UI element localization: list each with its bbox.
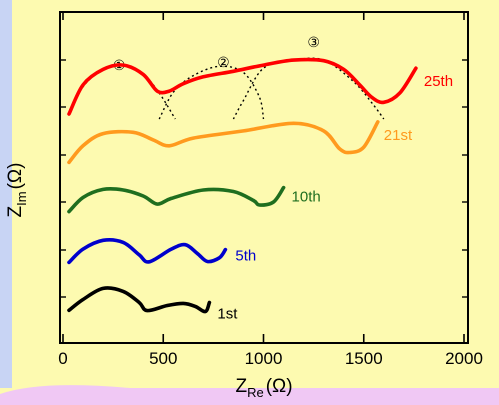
fit-arc-2	[158, 65, 265, 120]
fit-arc-marker: ③	[307, 34, 320, 50]
series-label-10th: 10th	[292, 189, 321, 206]
series-line-10th	[67, 185, 286, 214]
x-tick-label: 500	[149, 349, 177, 368]
y-axis-label: ZIm(Ω)	[5, 163, 29, 218]
fit-arc-marker: ②	[217, 54, 230, 70]
series-label-1st: 1st	[217, 306, 238, 323]
x-tick-label: 2000	[445, 349, 483, 368]
series-line-25th	[67, 57, 418, 116]
series-label-21st: 21st	[384, 127, 413, 144]
bottom-decor-band	[0, 385, 499, 405]
series-line-1st	[67, 286, 212, 314]
x-tick-label: 0	[58, 349, 67, 368]
series-line-5th	[67, 238, 228, 265]
x-tick-label: 1500	[345, 349, 383, 368]
x-tick-label: 1000	[245, 349, 283, 368]
data-series: 1st 5th 10th 21st 25th	[67, 57, 453, 323]
series-line-21st	[67, 120, 380, 165]
left-decor-band	[0, 0, 12, 388]
series-label-5th: 5th	[235, 248, 256, 265]
series-label-25th: 25th	[424, 73, 453, 90]
x-axis-label: ZRe (Ω)	[235, 376, 292, 400]
x-axis-ticks: 0 500 1000 1500 2000	[58, 12, 483, 368]
